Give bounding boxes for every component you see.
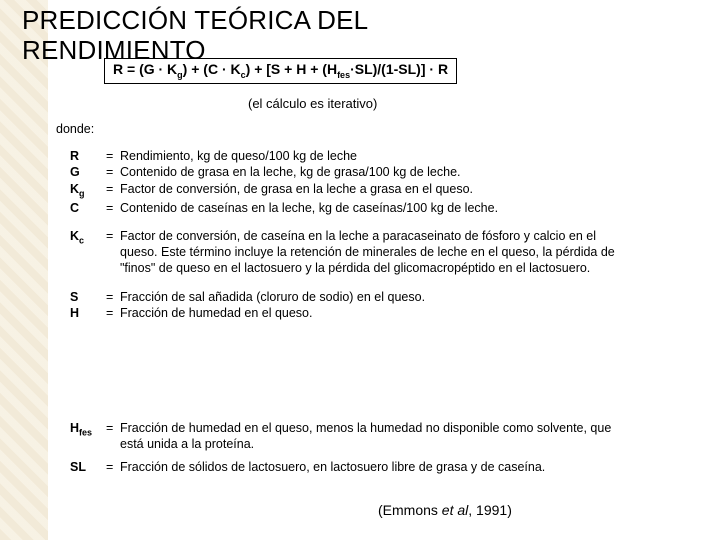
def-row: Kg=Factor de conversión, de grasa en la … [70,181,630,200]
def-desc: Fracción de sólidos de lactosuero, en la… [120,459,630,475]
def-desc: Factor de conversión, de caseína en la l… [120,228,630,277]
def-row: G=Contenido de grasa en la leche, kg de … [70,164,630,180]
citation-pre: (Emmons [378,502,442,518]
donde-label: donde: [56,122,94,136]
def-row: S=Fracción de sal añadida (cloruro de so… [70,289,630,305]
def-desc: Contenido de caseínas en la leche, kg de… [120,200,630,216]
def-desc: Fracción de sal añadida (cloruro de sodi… [120,289,630,305]
decorative-left-band [0,0,48,540]
citation-post: , 1991) [468,502,512,518]
slide-title: PREDICCIÓN TEÓRICA DEL RENDIMIENTO [22,6,700,66]
def-desc: Fracción de humedad en el queso, menos l… [120,420,630,453]
def-desc: Rendimiento, kg de queso/100 kg de leche [120,148,630,164]
iterative-note: (el cálculo es iterativo) [248,96,377,111]
def-row: Kc=Factor de conversión, de caseína en l… [70,228,630,277]
def-desc: Fracción de humedad en el queso. [120,305,630,321]
definitions-block-2: Hfes=Fracción de humedad en el queso, me… [70,420,630,475]
def-desc: Factor de conversión, de grasa en la lec… [120,181,630,197]
definitions-block-1: R=Rendimiento, kg de queso/100 kg de lec… [70,148,630,321]
slide-content: PREDICCIÓN TEÓRICA DEL RENDIMIENTO [22,6,700,66]
def-row: R=Rendimiento, kg de queso/100 kg de lec… [70,148,630,164]
title-line-1: PREDICCIÓN TEÓRICA DEL [22,5,368,35]
citation-italic: et al [442,502,468,518]
def-row: H=Fracción de humedad en el queso. [70,305,630,321]
def-row: C=Contenido de caseínas en la leche, kg … [70,200,630,216]
citation: (Emmons et al, 1991) [378,502,512,518]
formula-box: R = (G · Kg) + (C · Kc) + [S + H + (Hfes… [104,58,457,84]
def-desc: Contenido de grasa en la leche, kg de gr… [120,164,630,180]
def-row: Hfes=Fracción de humedad en el queso, me… [70,420,630,453]
def-row: SL=Fracción de sólidos de lactosuero, en… [70,459,630,475]
